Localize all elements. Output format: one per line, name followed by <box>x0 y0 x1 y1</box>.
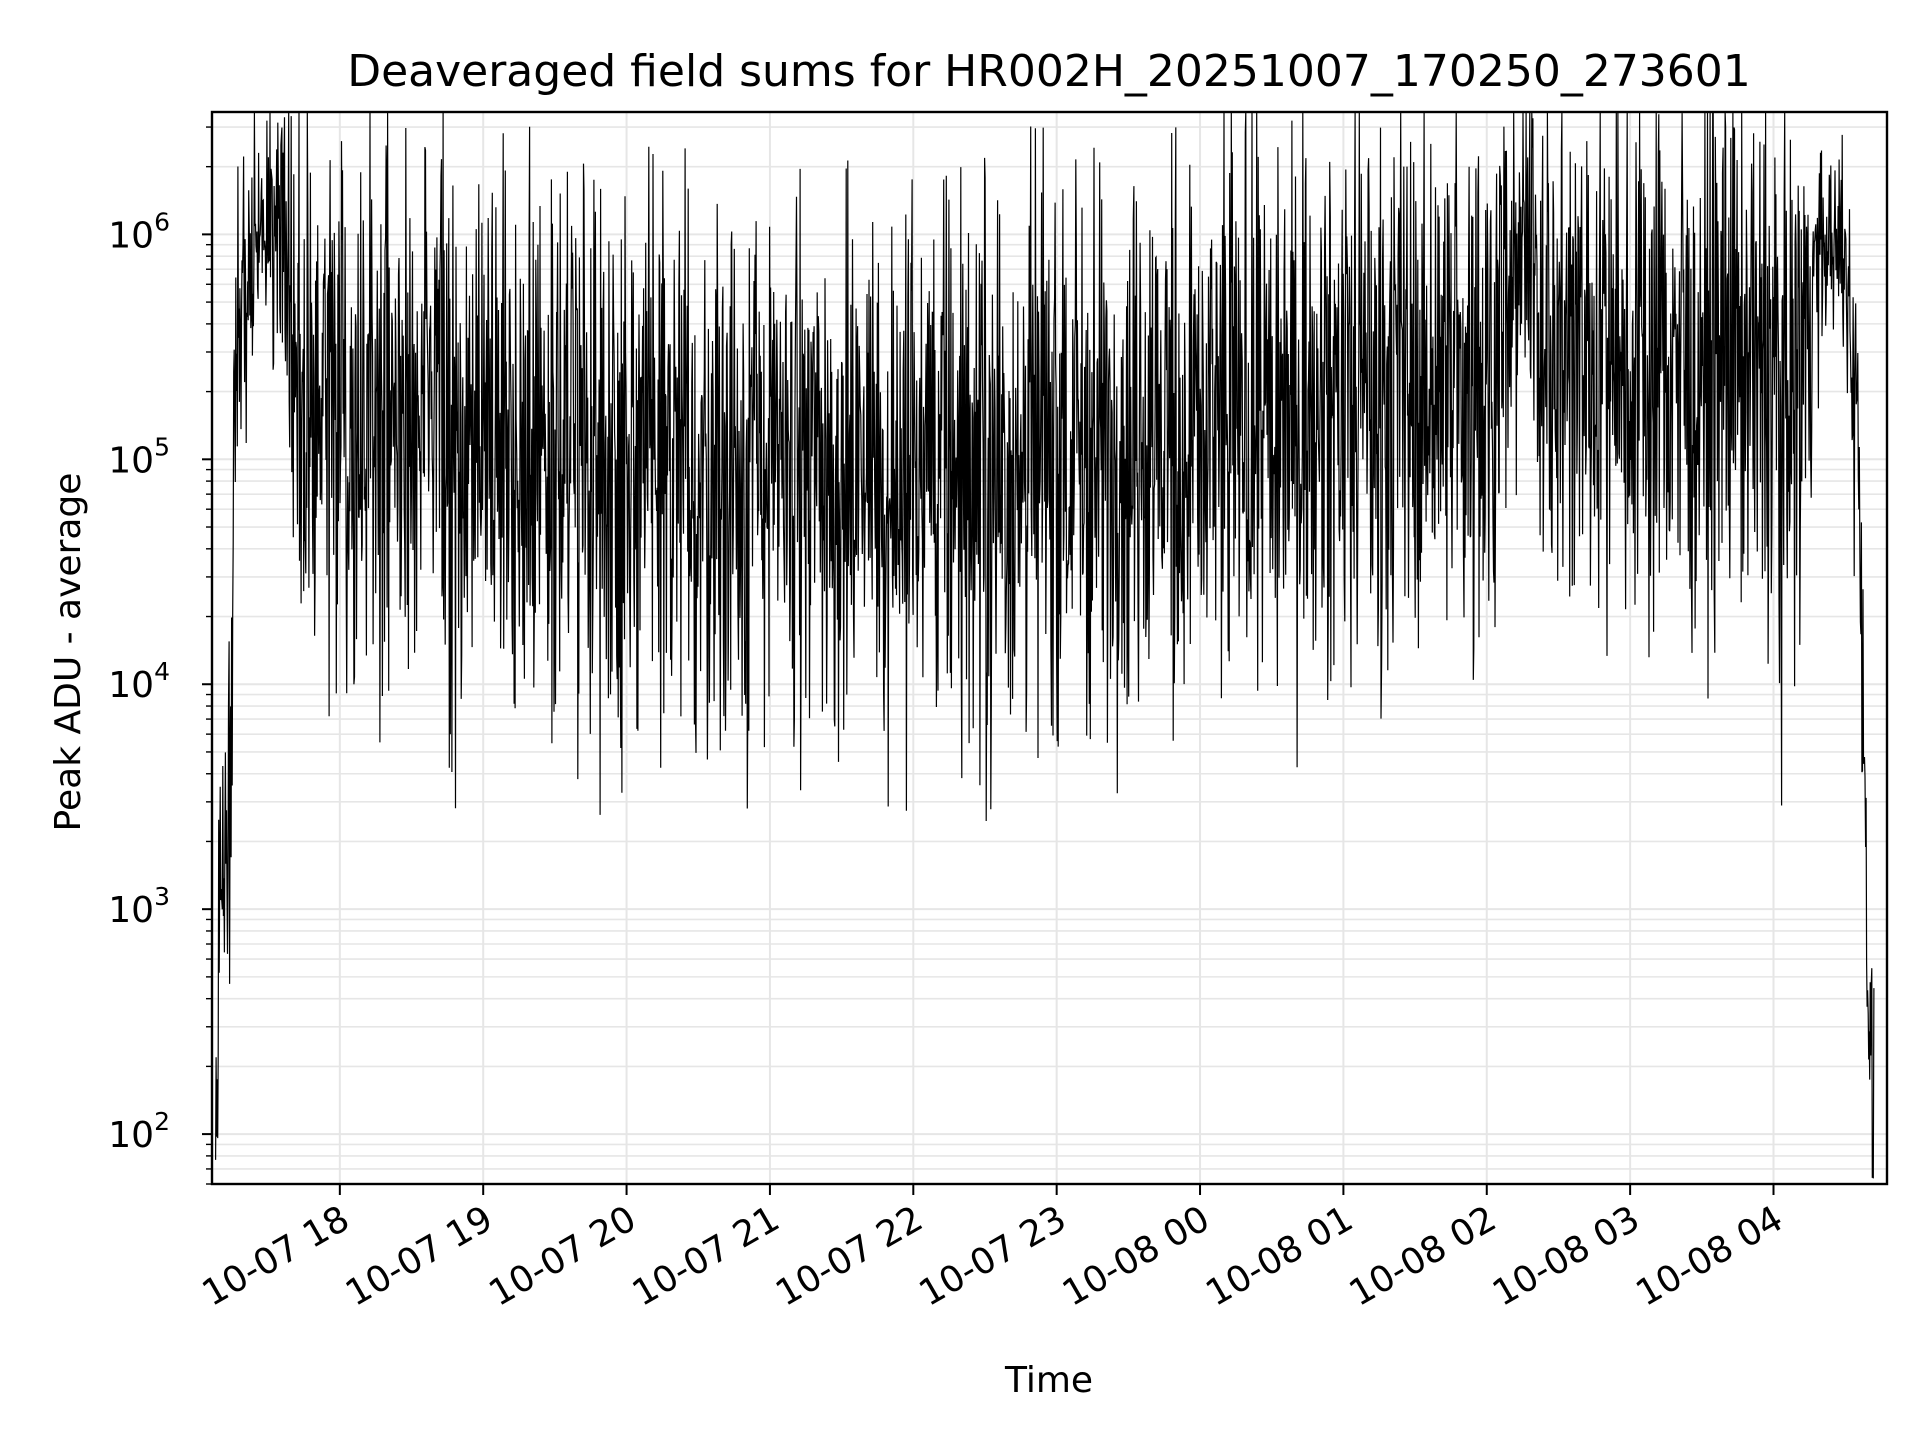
y-axis-label: Peak ADU - average <box>48 473 89 832</box>
y-tick-label: 105 <box>108 432 170 481</box>
data-series-line <box>215 111 1875 1179</box>
plot-frame <box>210 110 1889 1186</box>
y-tick-label: 106 <box>108 207 170 256</box>
chart-title: Deaveraged field sums for HR002H_2025100… <box>347 46 1751 97</box>
y-tick-label: 104 <box>108 657 170 706</box>
data-layer <box>215 111 1875 1179</box>
x-axis-label: Time <box>1004 1360 1093 1401</box>
y-tick-label: 102 <box>108 1107 170 1156</box>
grid-layer <box>212 112 1887 1185</box>
y-tick-label: 103 <box>108 882 170 931</box>
